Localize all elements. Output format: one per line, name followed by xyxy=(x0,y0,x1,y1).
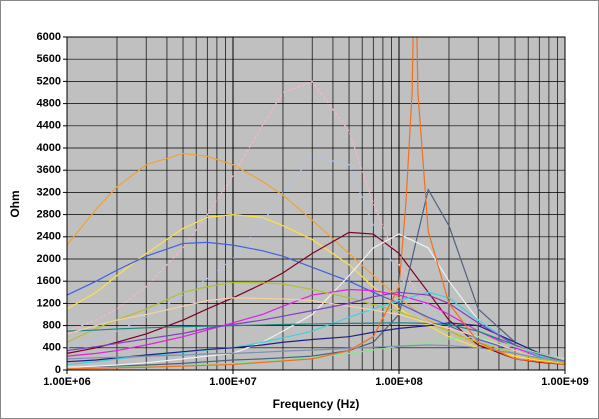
series-line xyxy=(67,231,565,366)
y-tick-label: 4800 xyxy=(37,98,61,110)
y-tick-label: 1200 xyxy=(37,297,61,309)
y-tick-label: 6000 xyxy=(37,31,61,43)
x-tick-label: 1.00E+09 xyxy=(541,376,588,388)
x-tick-label: 1.00E+07 xyxy=(209,376,256,388)
x-tick-label: 1.00E+06 xyxy=(43,376,90,388)
series-line xyxy=(67,344,565,363)
series-line xyxy=(67,37,565,370)
x-axis-title: Frequency (Hz) xyxy=(273,397,360,411)
y-tick-label: 5600 xyxy=(37,53,61,65)
series-line xyxy=(67,322,565,363)
y-tick-label: 3600 xyxy=(37,164,61,176)
series-line xyxy=(67,322,565,363)
series-line xyxy=(67,291,565,362)
series-line xyxy=(67,80,565,363)
y-axis-title: Ohm xyxy=(8,190,22,217)
y-tick-label: 1600 xyxy=(37,275,61,287)
y-tick-label: 2800 xyxy=(37,209,61,221)
y-tick-label: 3200 xyxy=(37,186,61,198)
y-tick-label: 4400 xyxy=(37,120,61,132)
y-tick-label: 4000 xyxy=(37,142,61,154)
series-line xyxy=(67,188,565,368)
y-tick-label: 400 xyxy=(43,342,61,354)
plot-area xyxy=(67,37,565,370)
x-tick-label: 1.00E+08 xyxy=(375,376,422,388)
plot-border xyxy=(66,36,566,371)
series-line xyxy=(67,241,565,363)
y-tick-label: 800 xyxy=(43,320,61,332)
y-tick-label: 0 xyxy=(55,364,61,376)
series-group xyxy=(67,37,565,370)
y-tick-label: 5200 xyxy=(37,75,61,87)
y-tick-label: 2400 xyxy=(37,231,61,243)
y-tick-label: 2000 xyxy=(37,253,61,265)
series-line xyxy=(67,155,565,363)
